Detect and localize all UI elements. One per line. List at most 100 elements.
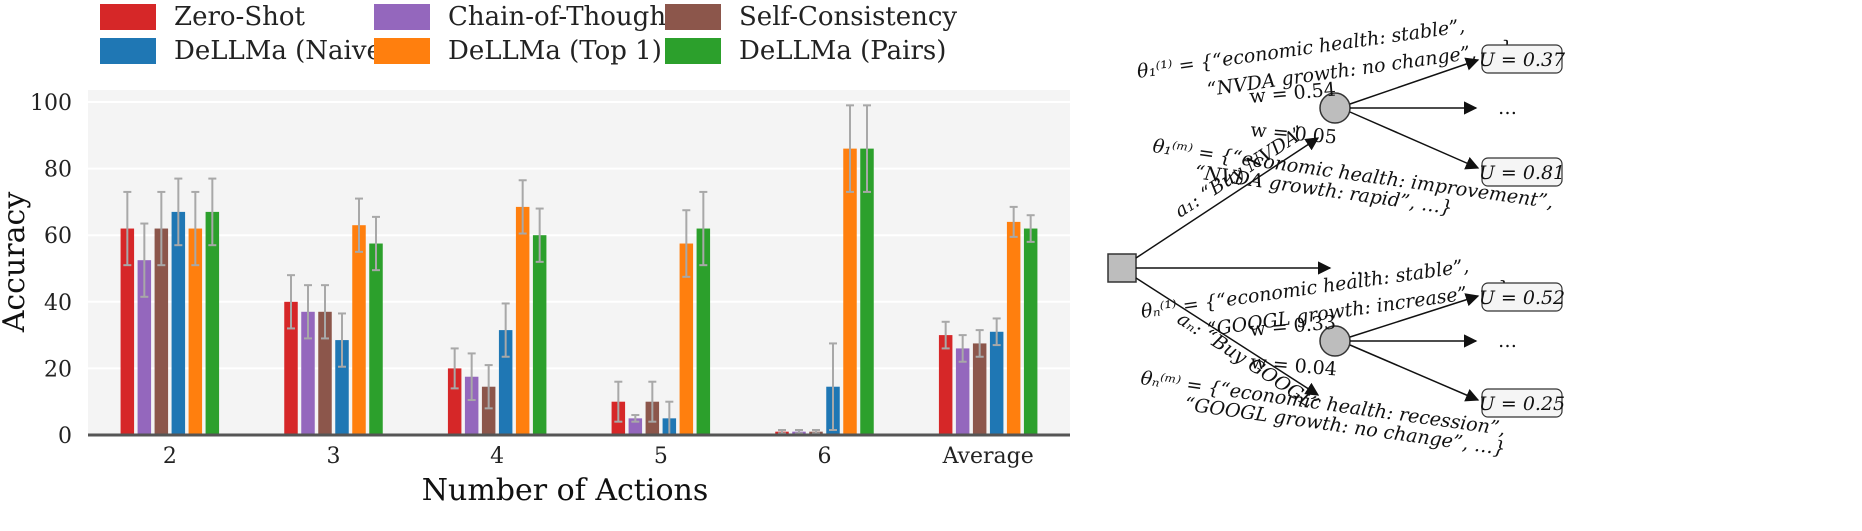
error-bar (941, 320, 950, 350)
edge-action-1 (1135, 137, 1320, 259)
y-tick-labels: 0 20 40 60 80 100 (30, 91, 72, 449)
bar (532, 235, 547, 435)
bar (205, 211, 220, 435)
bar (515, 206, 530, 435)
x-tick-labels: 2 3 4 5 6 Average (163, 444, 1034, 469)
error-bar (450, 347, 459, 390)
bar (955, 348, 970, 435)
error-bar (631, 414, 640, 423)
error-bar (778, 429, 786, 435)
utility-box-1-1 (1481, 44, 1563, 74)
legend-item-dellma-pairs: DeLLMa (Pairs) (665, 36, 946, 66)
error-bar (174, 177, 183, 247)
x-tick-label: 6 (818, 444, 832, 469)
error-bar (157, 190, 166, 267)
error-bar (467, 352, 476, 402)
legend-label: Zero-Shot (174, 2, 305, 32)
x-tick-label: Average (942, 444, 1034, 469)
bar (843, 148, 857, 435)
legend-item-dellma-naive: DeLLMa (Naive) (100, 36, 392, 66)
utility-n-m: U = 0.25 (1479, 393, 1565, 415)
error-bar (699, 190, 708, 267)
error-bar (958, 334, 967, 363)
error-bar (304, 284, 312, 340)
bar (860, 148, 874, 435)
error-bar (123, 190, 132, 267)
error-bar (682, 209, 691, 278)
error-bar (140, 222, 149, 298)
bar (679, 243, 694, 435)
error-bar (287, 274, 295, 330)
bar (335, 340, 349, 435)
error-bar (372, 215, 380, 272)
bar (188, 228, 203, 435)
error-bar (863, 104, 871, 193)
error-bar (321, 284, 329, 340)
error-bar (484, 364, 493, 410)
error-bar (846, 104, 854, 193)
legend-swatch (665, 38, 721, 64)
bar-chart: 0 20 40 60 80 100 2 3 4 5 6 Average Number of Acti… (0, 90, 1070, 508)
x-tick-label: 4 (490, 444, 504, 469)
y-tick-label: 100 (30, 91, 72, 116)
bar (972, 343, 987, 435)
legend-item-zero-shot: Zero-Shot (100, 2, 305, 32)
edge-outcome-n-1 (1349, 293, 1480, 338)
error-bar (208, 177, 217, 247)
x-tick-label: 5 (654, 444, 668, 469)
error-bar (535, 207, 544, 263)
bar (154, 228, 169, 435)
bar (1006, 221, 1021, 435)
legend-item-self-consistency: Self-Consistency (665, 2, 957, 32)
utility-1-1: U = 0.37 (1479, 49, 1566, 71)
bar (352, 225, 366, 435)
legend-item-dellma-top1: DeLLMa (Top 1) (374, 36, 662, 66)
legend-swatch (374, 4, 430, 30)
edge-action-n (1135, 277, 1320, 396)
error-bar (1026, 214, 1035, 243)
error-bar (501, 302, 510, 358)
bar (318, 311, 332, 435)
error-bar (829, 342, 837, 432)
legend-swatch (374, 38, 430, 64)
error-bar (975, 329, 984, 358)
bar (938, 335, 953, 435)
bar (447, 368, 462, 435)
y-axis-title: Accuracy (0, 192, 32, 334)
error-bar (191, 190, 200, 267)
edge-outcome-1-1 (1349, 57, 1480, 105)
y-tick-label: 0 (58, 424, 72, 449)
x-tick-label: 3 (327, 444, 341, 469)
chart-legend: Zero-Shot Chain-of-Thought Self-Consiste… (100, 0, 1060, 76)
legend-label: DeLLMa (Naive) (174, 36, 393, 66)
utility-n-1: U = 0.52 (1479, 287, 1565, 309)
decision-node (1107, 253, 1137, 283)
bar (284, 301, 298, 435)
legend-label: DeLLMa (Top 1) (448, 36, 662, 66)
bar (696, 228, 711, 435)
edge-outcome-n-m (1349, 344, 1480, 402)
y-tick-label: 40 (44, 291, 72, 316)
error-bar (614, 380, 623, 423)
utility-box-n-1 (1481, 282, 1563, 312)
error-bar (355, 197, 363, 253)
legend-swatch (100, 38, 156, 64)
legend-label: Chain-of-Thought (448, 2, 677, 32)
error-bar (518, 179, 527, 235)
bar (120, 228, 135, 435)
error-bar (338, 312, 346, 368)
error-bars (123, 104, 1035, 436)
x-tick-label: 2 (163, 444, 177, 469)
bar (137, 260, 152, 435)
bar (171, 211, 186, 435)
y-tick-label: 20 (44, 357, 72, 382)
ellipsis-middle: … (1350, 257, 1369, 279)
error-bar (1009, 205, 1018, 238)
ellipsis-bottom: … (1498, 330, 1517, 352)
bar (989, 331, 1004, 435)
utility-1-m: U = 0.81 (1479, 162, 1565, 184)
bar (464, 376, 479, 435)
legend-label: DeLLMa (Pairs) (739, 36, 947, 66)
legend-swatch (100, 4, 156, 30)
edge-outcome-1-m (1349, 111, 1480, 170)
